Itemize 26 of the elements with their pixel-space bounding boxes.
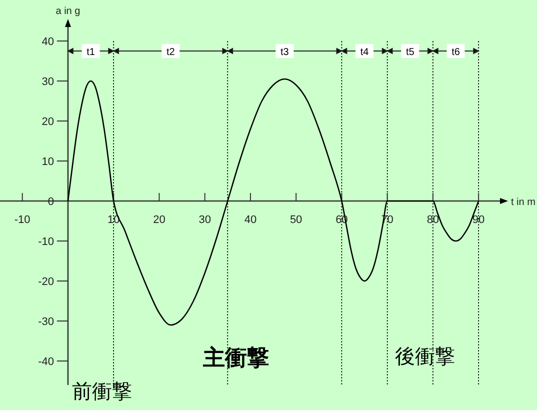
annotation: 後衝撃 — [395, 346, 455, 368]
x-tick-label: 80 — [426, 214, 440, 226]
x-tick-label: 30 — [198, 214, 211, 226]
annotation: t5 — [406, 47, 415, 58]
x-tick-label: 20 — [153, 214, 166, 226]
y-tick-label: -30 — [38, 316, 54, 328]
y-tick-label: 10 — [42, 156, 54, 168]
annotation: t6 — [452, 47, 460, 58]
annotation: t2 — [166, 47, 176, 58]
x-tick-label: 50 — [290, 214, 302, 226]
x-tick-label: -10 — [14, 214, 30, 226]
annotation: t4 — [360, 47, 370, 58]
y-tick-label: -40 — [38, 356, 54, 368]
annotation: t1 — [86, 47, 96, 58]
x-axis-title: t in m — [511, 197, 536, 208]
annotation: t3 — [280, 47, 290, 58]
annotation: 主衝撃 — [202, 345, 269, 370]
x-tick-label: 90 — [472, 214, 485, 226]
y-tick-label: -20 — [38, 276, 54, 288]
x-tick-label: 40 — [244, 214, 257, 226]
y-tick-label: 30 — [42, 76, 54, 88]
annotation: 前衝撃 — [72, 381, 132, 403]
y-axis-title: a in g — [56, 6, 80, 17]
y-tick-label: -10 — [38, 236, 54, 248]
y-tick-label: 20 — [42, 116, 54, 128]
y-tick-label: 40 — [42, 36, 54, 48]
